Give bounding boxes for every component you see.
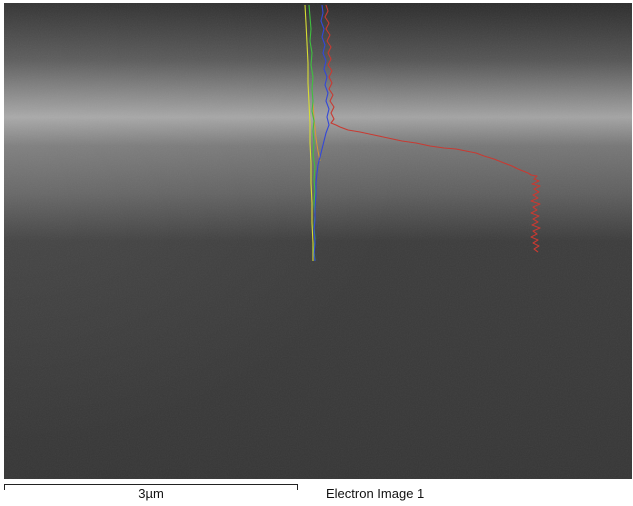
image-caption: Electron Image 1 [326,486,425,501]
scale-bar [4,484,298,490]
image-footer: 3µm Electron Image 1 [0,480,633,506]
linescan-yellow-trace [304,4,314,261]
scale-bar-label: 3µm [138,486,164,501]
electron-micrograph [4,3,632,479]
linescan-blue-trace [313,4,330,262]
linescan-red-trace [324,4,541,253]
image-noise [4,3,632,479]
micrograph-svg [4,3,632,479]
